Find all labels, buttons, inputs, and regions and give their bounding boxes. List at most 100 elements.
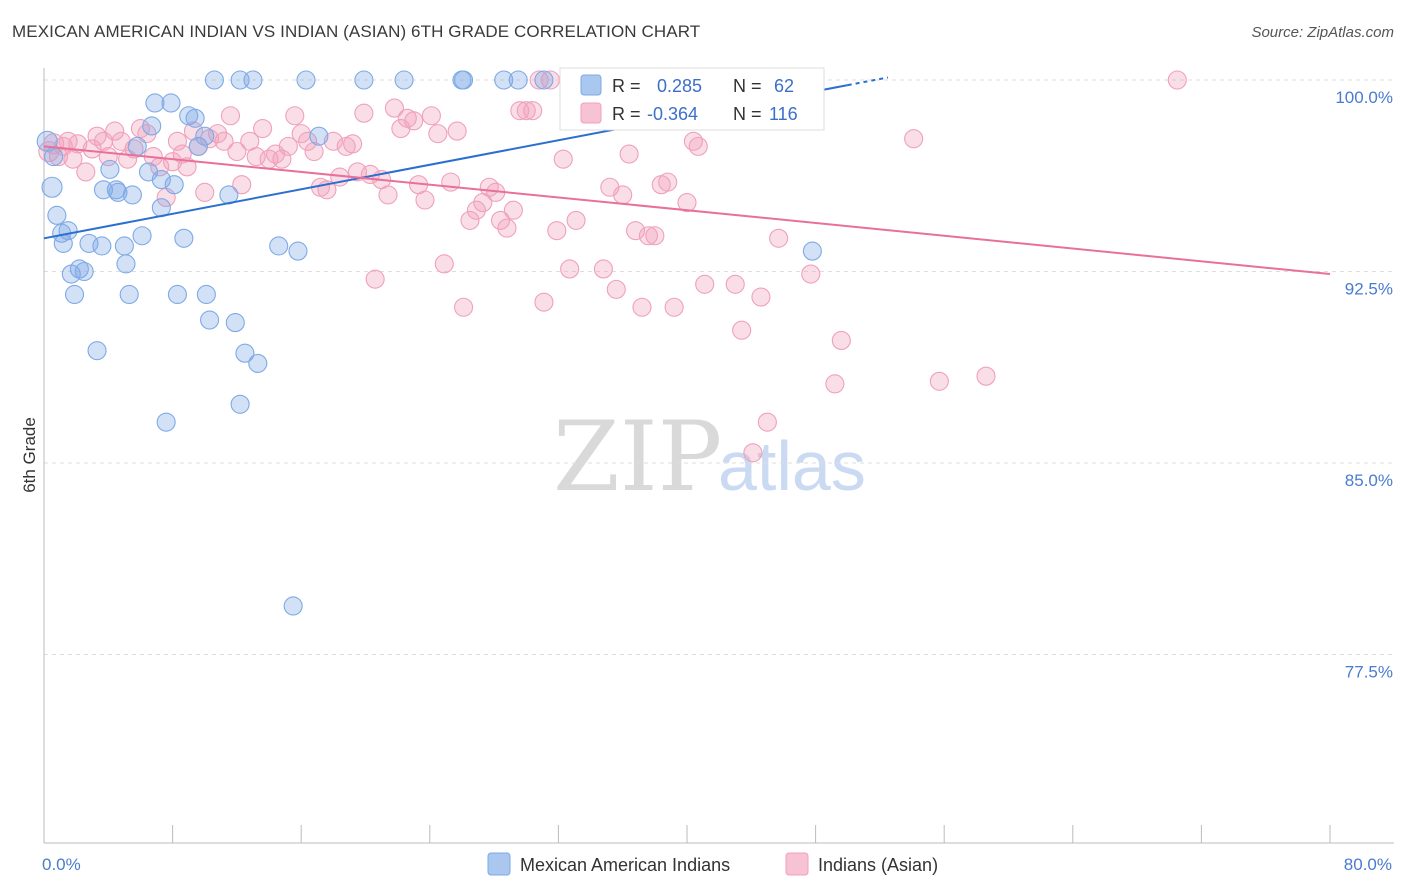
trend-line-indians-asian: [43, 145, 1331, 276]
data-point: [116, 254, 136, 274]
data-point: [163, 152, 183, 172]
data-point: [74, 261, 94, 282]
data-point: [447, 121, 467, 141]
data-point: [454, 297, 474, 317]
data-point: [309, 126, 329, 146]
bottom-legend-label-2: Indians (Asian): [818, 855, 938, 875]
data-point: [677, 193, 697, 213]
y-tick-labels: 77.5% 85.0% 92.5% 100.0%: [1335, 88, 1393, 682]
data-point: [214, 131, 234, 151]
series-indians-asian-points: [38, 70, 1187, 463]
data-point: [288, 241, 308, 261]
data-point: [1167, 70, 1187, 90]
data-point: [124, 139, 144, 159]
data-point: [58, 221, 78, 241]
data-point: [664, 297, 684, 317]
data-point: [466, 200, 486, 220]
legend-n-label-2: N =: [733, 104, 762, 124]
data-point: [378, 185, 398, 205]
data-point: [503, 200, 523, 220]
data-point: [177, 157, 197, 177]
data-point: [593, 259, 613, 279]
data-point: [441, 172, 461, 192]
data-point: [825, 374, 845, 394]
data-point: [151, 170, 171, 190]
data-point: [354, 70, 374, 90]
data-point: [460, 210, 480, 230]
data-point: [285, 106, 305, 126]
data-point: [188, 136, 208, 156]
data-point: [200, 310, 220, 330]
data-point: [547, 221, 567, 241]
data-point: [904, 129, 924, 149]
data-point: [105, 121, 125, 141]
data-point: [47, 205, 67, 225]
data-point: [638, 226, 658, 246]
data-point: [132, 226, 152, 246]
data-point: [434, 254, 454, 274]
data-point: [404, 111, 424, 131]
data-point: [929, 371, 949, 391]
data-point: [108, 182, 128, 202]
data-point: [283, 596, 303, 616]
data-point: [454, 70, 474, 90]
data-point: [626, 221, 646, 241]
data-point: [490, 210, 511, 230]
data-point: [613, 185, 633, 205]
data-point: [534, 70, 554, 90]
data-point: [384, 98, 404, 118]
legend-r-value-1: 0.285: [657, 76, 702, 96]
bottom-legend-swatch-pink: [785, 852, 809, 876]
data-point: [769, 228, 789, 248]
y-tick-label: 85.0%: [1345, 471, 1393, 490]
bottom-legend-label-1: Mexican American Indians: [520, 855, 730, 875]
data-point: [243, 70, 263, 90]
legend-swatch-blue: [580, 74, 602, 96]
data-point: [145, 93, 165, 113]
data-point: [76, 162, 96, 182]
data-point: [127, 136, 147, 156]
data-point: [560, 259, 580, 279]
data-point: [751, 287, 771, 307]
data-point: [82, 139, 102, 159]
data-point: [801, 264, 821, 284]
x-tick-label-min: 0.0%: [42, 855, 81, 874]
data-point: [142, 116, 162, 136]
x-ticks: [43, 825, 1331, 843]
data-point: [354, 103, 374, 123]
data-point: [645, 226, 665, 246]
data-point: [156, 412, 176, 432]
data-point: [298, 131, 318, 151]
data-point: [195, 182, 215, 202]
stats-legend: R = 0.285 N = 62 R = -0.364 N = 116: [559, 67, 825, 131]
data-point: [688, 136, 708, 156]
data-point: [606, 279, 626, 299]
legend-n-value-2: 116: [769, 104, 798, 124]
x-tick-label-max: 80.0%: [1344, 855, 1392, 874]
y-tick-label: 100.0%: [1335, 88, 1393, 107]
data-point: [976, 366, 996, 386]
data-point: [167, 284, 187, 305]
data-point: [119, 284, 139, 305]
series-legend: Mexican American Indians Indians (Asian): [487, 852, 938, 876]
chart-title: MEXICAN AMERICAN INDIAN VS INDIAN (ASIAN…: [12, 22, 701, 41]
data-point: [743, 443, 763, 463]
bottom-legend-swatch-blue: [487, 852, 511, 876]
data-point: [227, 141, 247, 162]
watermark-zip: ZIP: [553, 401, 722, 513]
data-point: [161, 93, 181, 113]
data-point: [296, 70, 316, 90]
data-point: [220, 106, 241, 126]
data-point: [172, 144, 192, 164]
data-point: [204, 70, 224, 90]
legend-n-label-1: N =: [733, 76, 762, 96]
data-point: [44, 147, 64, 167]
data-point: [415, 190, 435, 210]
data-point: [167, 131, 187, 151]
data-point: [695, 274, 715, 294]
data-point: [232, 175, 252, 195]
data-point: [114, 236, 134, 256]
y-tick-label: 77.5%: [1345, 663, 1393, 682]
data-point: [323, 131, 343, 151]
